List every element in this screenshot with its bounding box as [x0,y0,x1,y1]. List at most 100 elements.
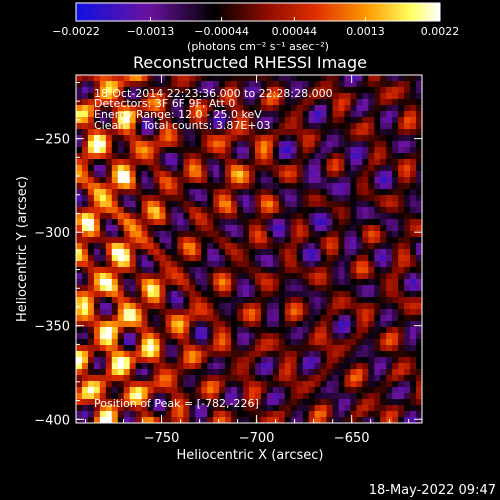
heatmap-cell [284,291,292,298]
heatmap-cell [254,201,262,208]
heatmap-cell [302,231,310,238]
heatmap-cell [266,345,274,352]
heatmap-cell [93,201,101,208]
heatmap-cell [171,177,179,184]
heatmap-cell [374,369,381,376]
heatmap-cell [207,213,214,220]
heatmap-cell [76,345,83,352]
heatmap-cell [254,249,262,256]
heatmap-cell [392,357,399,364]
heatmap-cell [410,237,417,244]
heatmap-cell [225,213,232,220]
heatmap-cell [123,273,131,280]
heatmap-cell [284,147,292,154]
heatmap-cell [177,363,184,370]
heatmap-cell [159,297,167,304]
heatmap-cell [249,255,256,262]
heatmap-cell [195,399,202,406]
heatmap-cell [350,87,357,94]
heatmap-cell [344,273,352,280]
heatmap-cell [272,165,280,172]
heatmap-cell [129,345,137,352]
heatmap-cell [111,129,119,136]
heatmap-cell [326,393,334,400]
heatmap-cell [314,345,322,352]
heatmap-cell [189,213,196,220]
heatmap-cell [117,225,125,232]
heatmap-cell [135,183,143,190]
heatmap-cell [404,183,411,190]
heatmap-cell [302,117,310,124]
heatmap-cell [374,177,381,184]
heatmap-cell [201,303,208,310]
heatmap-cell [129,159,137,166]
heatmap-cell [213,117,220,124]
heatmap-cell [177,309,184,316]
heatmap-cell [260,183,268,190]
heatmap-cell [302,195,310,202]
heatmap-cell [272,231,280,238]
heatmap-cell [195,123,202,130]
heatmap-cell [314,417,322,423]
heatmap-cell [117,237,125,244]
heatmap-cell [290,219,298,226]
heatmap-cell [338,339,346,346]
heatmap-cell [195,189,202,196]
heatmap-cell [129,339,137,346]
heatmap-cell [404,399,411,406]
heatmap-cell [320,219,328,226]
heatmap-cell [344,303,352,310]
heatmap-cell [111,147,119,154]
heatmap-cell [219,399,226,406]
heatmap-cell [159,261,167,268]
heatmap-cell [201,105,208,112]
heatmap-cell [284,249,292,256]
heatmap-cell [254,153,262,160]
heatmap-cell [213,255,220,262]
heatmap-cell [284,207,292,214]
heatmap-cell [308,111,316,118]
heatmap-cell [76,171,83,178]
heatmap-cell [135,189,143,196]
heatmap-cell [207,279,214,286]
heatmap-cell [105,213,113,220]
heatmap-cell [278,387,286,394]
heatmap-cell [231,369,238,376]
heatmap-cell [326,297,334,304]
heatmap-cell [225,327,232,334]
heatmap-cell [105,87,113,94]
heatmap-cell [81,291,89,298]
heatmap-cell [344,111,352,118]
heatmap-cell [272,123,280,130]
heatmap-cell [159,189,167,196]
heatmap-cell [386,105,393,112]
heatmap-cell [135,363,143,370]
heatmap-cell [231,339,238,346]
heatmap-cell [332,189,340,196]
heatmap-cell [308,369,316,376]
heatmap-cell [123,177,131,184]
heatmap-cell [123,81,131,88]
heatmap-cell [302,297,310,304]
heatmap-cell [344,357,352,364]
heatmap-cell [368,177,375,184]
heatmap-cell [260,285,268,292]
heatmap-cell [153,291,161,298]
heatmap-cell [284,369,292,376]
heatmap-cell [314,243,322,250]
heatmap-cell [404,285,411,292]
heatmap-cell [350,417,357,423]
heatmap-cell [404,213,411,220]
heatmap-cell [386,93,393,100]
heatmap-cell [219,75,226,82]
heatmap-cell [296,147,304,154]
heatmap-cell [326,255,334,262]
heatmap-cell [195,279,202,286]
heatmap-cell [165,261,173,268]
heatmap-cell [284,237,292,244]
heatmap-cell [189,153,196,160]
heatmap-cell [249,87,256,94]
heatmap-cell [231,357,238,364]
heatmap-cell [249,345,256,352]
heatmap-cell [254,225,262,232]
